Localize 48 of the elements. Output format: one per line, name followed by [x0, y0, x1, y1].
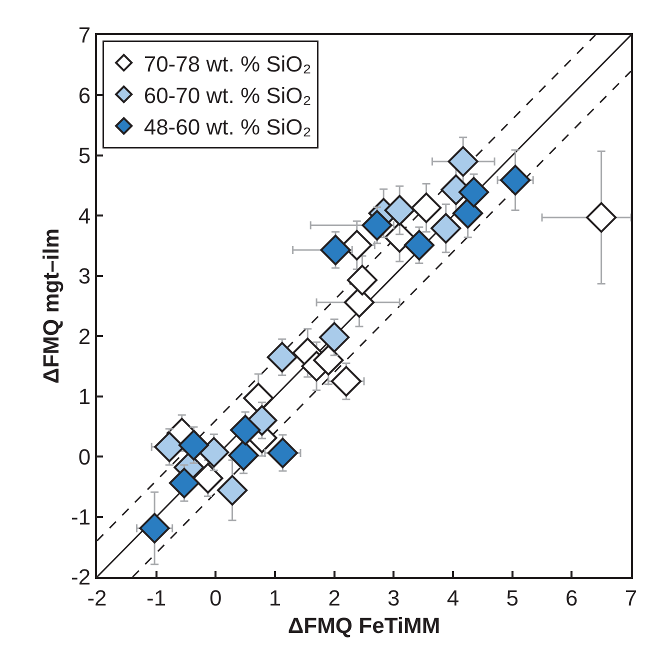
- y-tick-label: -2: [71, 564, 91, 590]
- point: [430, 213, 462, 244]
- legend-label: 48-60 wt. % SiO₂: [144, 114, 312, 140]
- y-tick-label: 7: [78, 22, 91, 48]
- legend-label: 70-78 wt. % SiO₂: [144, 51, 312, 76]
- y-tick-label: 6: [78, 82, 91, 108]
- point: [320, 234, 351, 266]
- x-tick-label: 0: [210, 585, 222, 610]
- point: [384, 194, 415, 226]
- point: [362, 210, 392, 241]
- x-tick-label: 5: [506, 585, 518, 610]
- point: [411, 192, 442, 224]
- point: [198, 437, 230, 468]
- point: [216, 474, 248, 506]
- point: [313, 344, 344, 376]
- x-tick-label: 2: [328, 585, 340, 610]
- x-tick-label: 4: [446, 585, 460, 610]
- legend-label: 60-70 wt. % SiO₂: [144, 82, 312, 108]
- point: [230, 414, 261, 446]
- point: [228, 440, 259, 471]
- point: [500, 164, 531, 196]
- point: [586, 202, 617, 233]
- point: [404, 230, 434, 260]
- y-tick-label: 4: [78, 203, 91, 228]
- x-axis-title: ΔFMQ FeTiMM: [288, 612, 440, 638]
- y-axis-title: ΔFMQ mgt–ilm: [38, 228, 64, 384]
- x-tick-label: 3: [388, 585, 400, 610]
- point: [267, 438, 298, 468]
- point: [266, 342, 298, 372]
- y-tick-label: 2: [78, 324, 91, 349]
- y-tick-label: -1: [71, 504, 91, 530]
- y-tick-label: 5: [78, 143, 91, 168]
- point: [168, 468, 200, 498]
- point: [139, 512, 170, 544]
- y-tick-label: 1: [78, 384, 91, 410]
- point: [448, 146, 478, 177]
- point: [458, 176, 490, 208]
- point: [178, 430, 210, 460]
- y-tick-label: 3: [78, 264, 91, 289]
- point: [319, 322, 350, 353]
- point: [330, 366, 362, 397]
- x-tick-label: 6: [566, 585, 578, 610]
- x-tick-label: -1: [146, 585, 166, 610]
- y-tick-label: 0: [78, 444, 91, 470]
- x-tick-label: 7: [624, 585, 638, 610]
- point: [346, 264, 378, 296]
- point: [452, 198, 484, 229]
- x-tick-label: 1: [268, 585, 282, 610]
